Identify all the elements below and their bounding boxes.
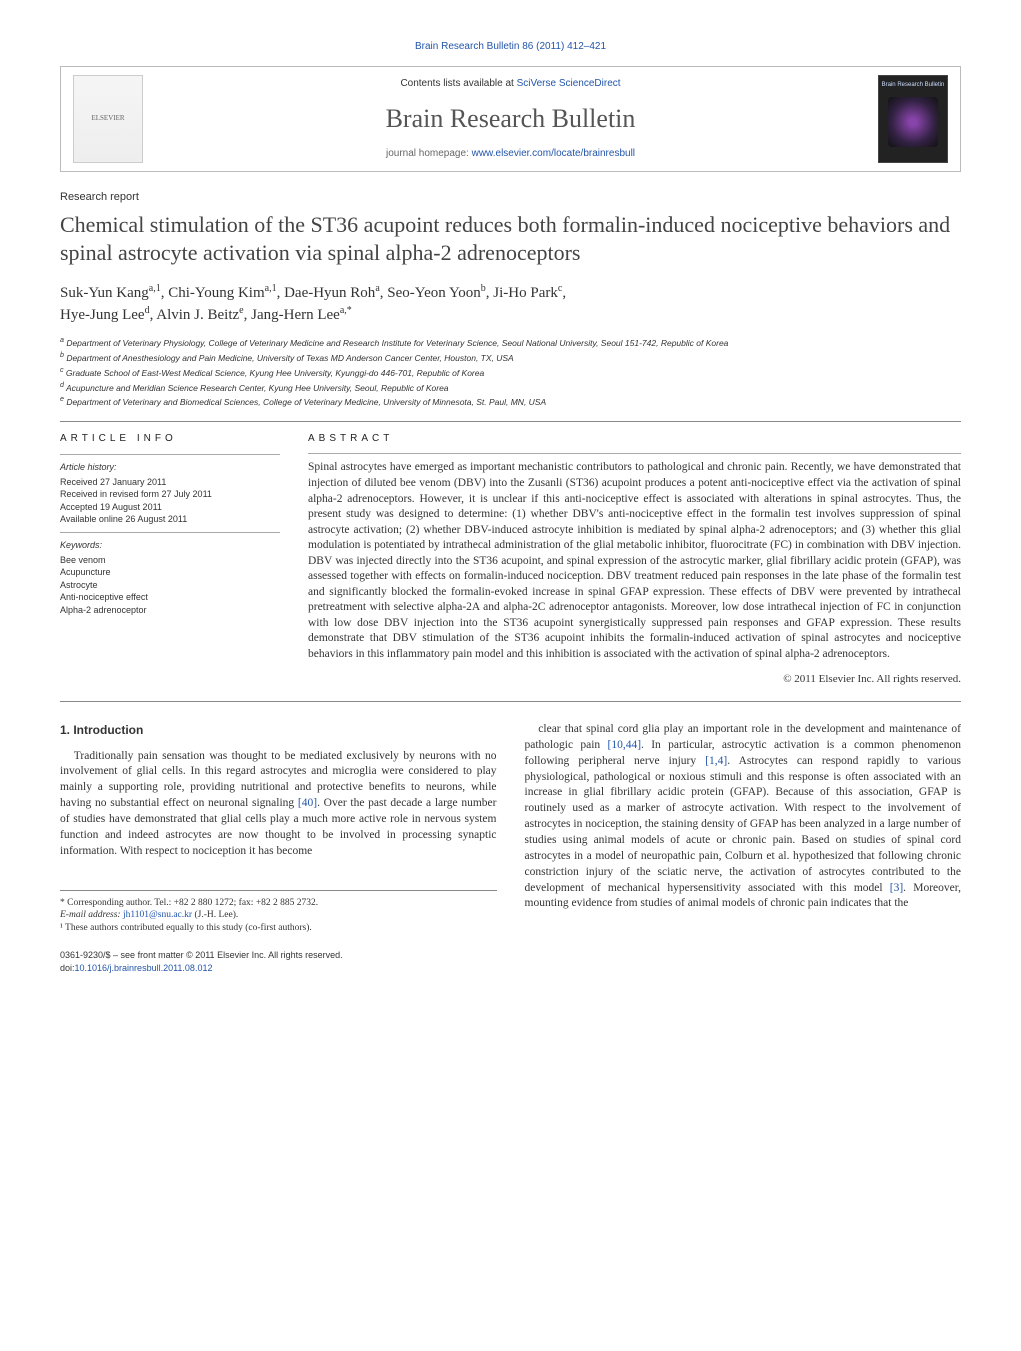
citation-link[interactable]: [40] — [298, 797, 317, 809]
email-author: (J.-H. Lee). — [192, 910, 238, 920]
journal-homepage-line: journal homepage: www.elsevier.com/locat… — [143, 147, 878, 161]
article-history-head: Article history: — [60, 461, 280, 474]
intro-para-1: Traditionally pain sensation was thought… — [60, 749, 497, 860]
history-item: Accepted 19 August 2011 — [60, 501, 280, 514]
author: Seo-Yeon Yoonb — [387, 285, 486, 301]
keyword: Acupuncture — [60, 566, 280, 579]
keyword: Astrocyte — [60, 579, 280, 592]
doi-block: 0361-9230/$ – see front matter © 2011 El… — [60, 949, 497, 974]
journal-name: Brain Research Bulletin — [143, 101, 878, 137]
body-col-right: clear that spinal cord glia play an impo… — [525, 722, 962, 974]
contents-list-label: Contents lists available at — [400, 78, 516, 89]
body-col-left: 1. Introduction Traditionally pain sensa… — [60, 722, 497, 974]
affiliation: e Department of Veterinary and Biomedica… — [60, 395, 961, 409]
elsevier-logo: ELSEVIER — [73, 75, 143, 163]
author: Chi-Young Kima,1 — [168, 285, 276, 301]
journal-cover-thumbnail: Brain Research Bulletin — [878, 75, 948, 163]
history-item: Available online 26 August 2011 — [60, 513, 280, 526]
intro-head: 1. Introduction — [60, 722, 497, 739]
article-history-list: Received 27 January 2011 Received in rev… — [60, 476, 280, 526]
citation-link[interactable]: [10,44] — [607, 739, 641, 751]
doi-line: doi:10.1016/j.brainresbull.2011.08.012 — [60, 962, 497, 975]
affiliation: c Graduate School of East-West Medical S… — [60, 366, 961, 380]
copyright-line: 0361-9230/$ – see front matter © 2011 El… — [60, 949, 497, 962]
banner-center: Contents lists available at SciVerse Sci… — [143, 77, 878, 161]
keywords-head: Keywords: — [60, 539, 280, 552]
affiliation: d Acupuncture and Meridian Science Resea… — [60, 381, 961, 395]
author: Alvin J. Beitze — [156, 307, 243, 323]
intro-para-2: clear that spinal cord glia play an impo… — [525, 722, 962, 912]
info-abstract-row: article info Article history: Received 2… — [60, 432, 961, 687]
contents-list-line: Contents lists available at SciVerse Sci… — [143, 77, 878, 91]
running-head-link[interactable]: Brain Research Bulletin 86 (2011) 412–42… — [415, 41, 606, 52]
keyword: Bee venom — [60, 554, 280, 567]
running-head: Brain Research Bulletin 86 (2011) 412–42… — [60, 40, 961, 54]
doi-link[interactable]: 10.1016/j.brainresbull.2011.08.012 — [75, 963, 213, 973]
divider — [60, 454, 280, 455]
affiliations: a Department of Veterinary Physiology, C… — [60, 336, 961, 409]
divider — [60, 421, 961, 422]
body-columns: 1. Introduction Traditionally pain sensa… — [60, 722, 961, 974]
author-list: Suk-Yun Kanga,1, Chi-Young Kima,1, Dae-H… — [60, 282, 961, 326]
cofirst-note: ¹ These authors contributed equally to t… — [60, 922, 497, 935]
article-info-column: article info Article history: Received 2… — [60, 432, 280, 687]
divider — [308, 453, 961, 454]
corresponding-author-note: * Corresponding author. Tel.: +82 2 880 … — [60, 897, 497, 910]
citation-link[interactable]: [1,4] — [705, 755, 727, 767]
history-item: Received in revised form 27 July 2011 — [60, 488, 280, 501]
article-type: Research report — [60, 190, 961, 205]
cover-image — [888, 97, 938, 147]
author: Suk-Yun Kanga,1 — [60, 285, 161, 301]
intro-text-right: clear that spinal cord glia play an impo… — [525, 723, 962, 909]
keywords-list: Bee venom Acupuncture Astrocyte Anti-noc… — [60, 554, 280, 617]
email-label: E-mail address: — [60, 910, 123, 920]
elsevier-logo-text: ELSEVIER — [91, 114, 124, 124]
author: Jang-Hern Leea,* — [251, 307, 352, 323]
footnotes: * Corresponding author. Tel.: +82 2 880 … — [60, 890, 497, 935]
corresponding-email-link[interactable]: jh1101@snu.ac.kr — [123, 910, 192, 920]
keyword: Alpha-2 adrenoceptor — [60, 604, 280, 617]
author: Dae-Hyun Roha — [284, 285, 380, 301]
affiliation: b Department of Anesthesiology and Pain … — [60, 351, 961, 365]
divider — [60, 532, 280, 533]
doi-prefix: doi: — [60, 963, 75, 973]
article-info-head: article info — [60, 432, 280, 446]
author: Hye-Jung Leed — [60, 307, 150, 323]
abstract-column: abstract Spinal astrocytes have emerged … — [308, 432, 961, 687]
abstract-text: Spinal astrocytes have emerged as import… — [308, 460, 961, 662]
sciencedirect-link[interactable]: SciVerse ScienceDirect — [517, 78, 621, 89]
journal-homepage-label: journal homepage: — [386, 148, 472, 159]
divider — [60, 701, 961, 702]
abstract-copyright: © 2011 Elsevier Inc. All rights reserved… — [308, 672, 961, 687]
intro-text-left: Traditionally pain sensation was thought… — [60, 750, 497, 857]
affiliation: a Department of Veterinary Physiology, C… — [60, 336, 961, 350]
email-line: E-mail address: jh1101@snu.ac.kr (J.-H. … — [60, 909, 497, 922]
history-item: Received 27 January 2011 — [60, 476, 280, 489]
cover-title: Brain Research Bulletin — [882, 82, 945, 89]
citation-link[interactable]: [3] — [890, 882, 903, 894]
keyword: Anti-nociceptive effect — [60, 591, 280, 604]
journal-homepage-link[interactable]: www.elsevier.com/locate/brainresbull — [472, 148, 635, 159]
author: Ji-Ho Parkc — [493, 285, 562, 301]
journal-banner: ELSEVIER Contents lists available at Sci… — [60, 66, 961, 172]
article-title: Chemical stimulation of the ST36 acupoin… — [60, 211, 961, 266]
abstract-head: abstract — [308, 432, 961, 446]
